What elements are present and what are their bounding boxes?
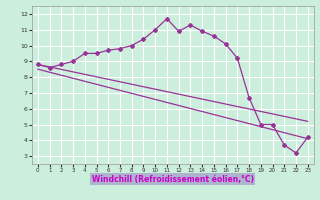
- X-axis label: Windchill (Refroidissement éolien,°C): Windchill (Refroidissement éolien,°C): [92, 175, 254, 184]
